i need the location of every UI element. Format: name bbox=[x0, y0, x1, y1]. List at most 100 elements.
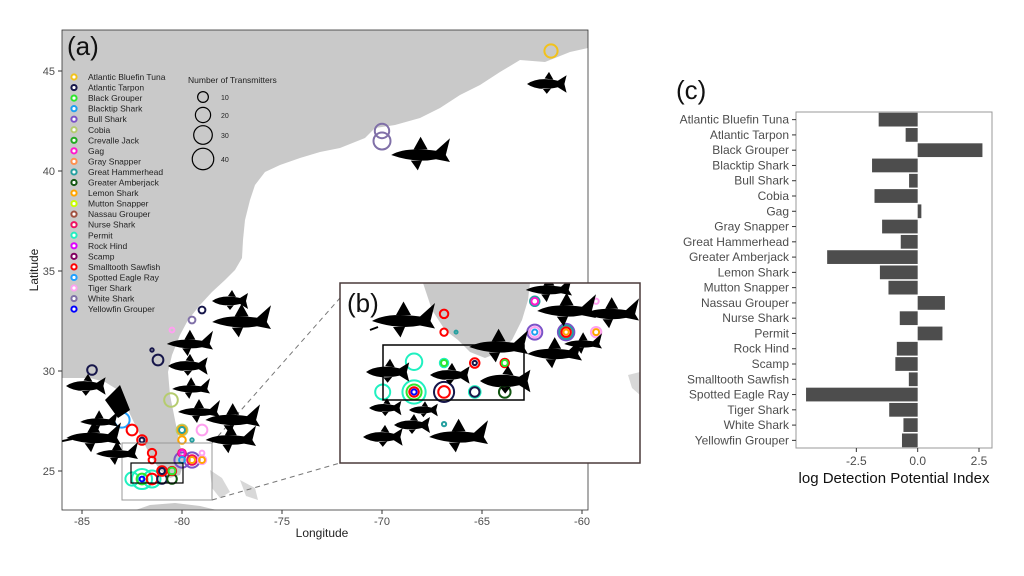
legend-swatch bbox=[70, 147, 78, 155]
detection-circle bbox=[186, 454, 198, 466]
bar bbox=[909, 173, 918, 188]
inset-zoom-box bbox=[130, 462, 184, 484]
legend-label: Scamp bbox=[88, 251, 115, 261]
size-legend-label: 30 bbox=[221, 133, 229, 140]
bar bbox=[889, 402, 918, 417]
map-frame bbox=[61, 29, 589, 511]
detection-circle bbox=[178, 449, 186, 457]
category-label: Atlantic Tarpon bbox=[710, 128, 789, 142]
legend-label: Black Grouper bbox=[88, 93, 142, 103]
detection-circle bbox=[158, 467, 166, 475]
detection-circle bbox=[156, 465, 168, 477]
legend-label: White Shark bbox=[88, 294, 135, 304]
detection-circle bbox=[499, 357, 510, 369]
x-tick-label: -2.5 bbox=[846, 454, 867, 468]
land-bahamas bbox=[240, 480, 258, 500]
bar bbox=[899, 311, 918, 326]
map-axes: -85 -80 -75 -70 -65 -60 25 30 35 40 45 bbox=[43, 66, 590, 528]
detection-circle bbox=[432, 380, 456, 404]
x-tick-label: -65 bbox=[474, 516, 490, 528]
sawfish-rostrum bbox=[62, 438, 73, 443]
inset-panel-b: (b) bbox=[339, 282, 641, 464]
detection-circle bbox=[189, 437, 195, 443]
category-label: Permit bbox=[754, 326, 789, 340]
detection-circle bbox=[197, 305, 207, 315]
category-label: Bull Shark bbox=[734, 174, 790, 188]
detection-circle bbox=[543, 43, 559, 59]
legend-swatch bbox=[70, 263, 78, 271]
bar bbox=[895, 357, 918, 371]
size-legend-label: 40 bbox=[221, 157, 229, 164]
detection-circle bbox=[468, 386, 481, 398]
bar bbox=[903, 418, 918, 432]
bar bbox=[878, 112, 918, 127]
legend-swatch bbox=[70, 73, 78, 81]
detection-circle bbox=[440, 359, 449, 368]
category-label: Great Hammerhead bbox=[683, 235, 789, 249]
detection-circle bbox=[176, 424, 188, 436]
detection-circle bbox=[138, 436, 146, 444]
bar bbox=[901, 433, 918, 448]
bar bbox=[827, 250, 918, 264]
detection-circle bbox=[440, 420, 448, 428]
detection-circle bbox=[177, 435, 187, 445]
detection-circle bbox=[373, 122, 391, 140]
detection-circle bbox=[138, 475, 146, 483]
category-label: Yellowfin Grouper bbox=[695, 433, 789, 447]
detection-circle bbox=[558, 324, 574, 340]
legend-label: Tiger Shark bbox=[88, 283, 132, 293]
detection-circle bbox=[187, 315, 197, 325]
category-label: Greater Amberjack bbox=[689, 250, 790, 264]
legend-swatch bbox=[70, 305, 78, 313]
y-axis-label: Latitude bbox=[27, 248, 41, 291]
detection-circle bbox=[453, 329, 459, 335]
x-tick-label: -80 bbox=[174, 516, 190, 528]
detection-circle bbox=[86, 364, 98, 376]
legend-swatch bbox=[70, 189, 78, 197]
detection-circle bbox=[408, 386, 420, 398]
panel-label-b: (b) bbox=[347, 288, 379, 318]
detection-circle bbox=[404, 352, 424, 371]
category-label: White Shark bbox=[724, 418, 790, 432]
legend-swatch bbox=[70, 126, 78, 134]
detection-circle bbox=[372, 131, 392, 151]
size-legend-label: 10 bbox=[221, 95, 229, 102]
detection-circle bbox=[471, 359, 478, 367]
detection-circle bbox=[401, 379, 427, 405]
y-tick-label: 25 bbox=[43, 466, 55, 478]
legend-label: Rock Hind bbox=[88, 241, 127, 251]
legend-swatch bbox=[70, 157, 78, 165]
detection-circle bbox=[124, 471, 140, 487]
bar bbox=[888, 280, 918, 295]
legend-swatch bbox=[70, 221, 78, 229]
detection-circle bbox=[178, 426, 186, 434]
detection-circle bbox=[439, 327, 449, 337]
detection-circle bbox=[125, 423, 139, 437]
inset-connector bbox=[211, 462, 341, 501]
legend-label: Atlantic Bluefin Tuna bbox=[88, 72, 166, 82]
legend-label: Yellowfin Grouper bbox=[88, 304, 155, 314]
category-label: Black Grouper bbox=[712, 143, 789, 157]
legend-label: Gag bbox=[88, 146, 104, 156]
category-label: Rock Hind bbox=[734, 342, 789, 356]
detection-circle bbox=[188, 456, 196, 464]
detection-circle bbox=[560, 326, 572, 338]
detection-circle bbox=[198, 449, 206, 457]
x-tick-label: -85 bbox=[74, 516, 90, 528]
sawfish-rostrum bbox=[369, 326, 379, 331]
detection-circle bbox=[149, 347, 155, 353]
size-legend-circle bbox=[197, 91, 209, 103]
detection-circle bbox=[195, 423, 209, 437]
y-tick-label: 45 bbox=[43, 66, 55, 78]
bar bbox=[879, 265, 918, 280]
detection-circle bbox=[198, 456, 206, 464]
legend-swatch bbox=[70, 294, 78, 303]
detection-circle bbox=[592, 328, 601, 337]
detection-circle bbox=[528, 325, 541, 339]
category-label: Gray Snapper bbox=[714, 220, 789, 234]
legend-label: Smalltooth Sawfish bbox=[88, 262, 161, 272]
bar bbox=[917, 204, 922, 219]
